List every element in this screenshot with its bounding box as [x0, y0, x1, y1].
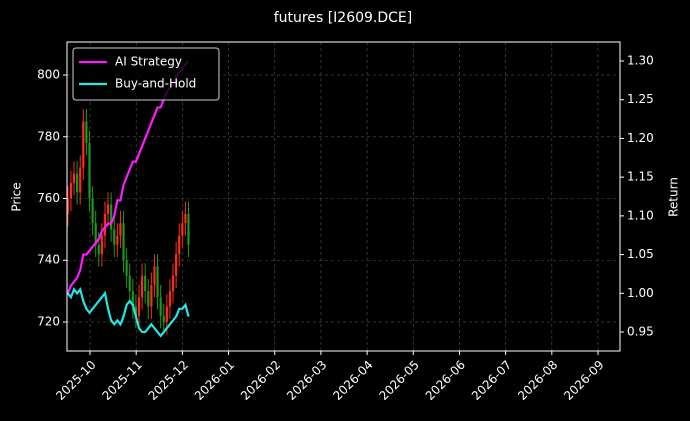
candle-body — [134, 306, 138, 316]
plot-frame — [66, 41, 621, 352]
legend-label: Buy-and-Hold — [115, 77, 196, 91]
candle-body — [79, 167, 82, 193]
legend-box — [72, 47, 220, 101]
y-tick-label: 720 — [37, 314, 60, 328]
candle-body — [110, 204, 113, 230]
candle-body — [125, 260, 128, 276]
candle-body — [178, 235, 181, 255]
y2-axis-label: Return — [667, 177, 681, 217]
y2-tick-label: 0.95 — [627, 325, 654, 339]
y-axis-label: Price — [10, 182, 24, 211]
candle-body — [97, 244, 100, 255]
y2-tick-label: 1.05 — [627, 247, 654, 261]
candle-body — [91, 198, 94, 224]
candle-body — [153, 266, 156, 285]
candle-body — [113, 229, 116, 245]
candle-body — [187, 213, 190, 245]
candle-body — [82, 121, 85, 168]
candle-body — [144, 275, 147, 292]
candle-body — [168, 291, 172, 307]
candle-body — [69, 183, 73, 199]
y2-tick-label: 1.10 — [627, 208, 654, 222]
candle-body — [131, 291, 134, 307]
candle-body — [122, 223, 125, 261]
y2-tick-label: 1.00 — [627, 286, 654, 300]
candle-body — [72, 173, 76, 184]
candle-body — [67, 198, 69, 214]
line-series — [67, 287, 190, 338]
candle-body — [100, 235, 103, 255]
candle-body — [140, 275, 144, 298]
candle-body — [85, 121, 88, 143]
candle-body — [137, 297, 141, 316]
y2-tick-label: 1.20 — [627, 131, 654, 145]
candle-body — [128, 275, 131, 292]
y2-tick-label: 1.30 — [627, 53, 654, 67]
candle-body — [94, 223, 97, 245]
candle-body — [116, 235, 119, 245]
y2-tick-label: 1.15 — [627, 170, 654, 184]
candle-body — [171, 275, 175, 292]
candle-body — [103, 213, 107, 236]
candle-body — [119, 223, 122, 236]
candle-body — [159, 297, 162, 316]
candle-body — [184, 213, 187, 224]
candle-body — [147, 291, 150, 307]
y-tick-label: 760 — [37, 191, 60, 205]
candle-body — [162, 315, 165, 322]
y-tick-label: 780 — [37, 129, 60, 143]
candle-body — [156, 266, 159, 298]
chart-title: futures [I2609.DCE] — [274, 10, 413, 26]
y2-tick-label: 1.25 — [627, 92, 654, 106]
candle-body — [88, 142, 91, 199]
candle-body — [106, 204, 110, 214]
legend-label: AI Strategy — [115, 55, 182, 69]
candle-body — [175, 254, 178, 276]
y-tick-label: 800 — [37, 68, 60, 82]
candle-body — [181, 223, 184, 236]
candle-body — [165, 306, 168, 322]
y-tick-label: 740 — [37, 253, 60, 267]
candle-body — [150, 284, 153, 307]
candle-body — [76, 173, 79, 193]
